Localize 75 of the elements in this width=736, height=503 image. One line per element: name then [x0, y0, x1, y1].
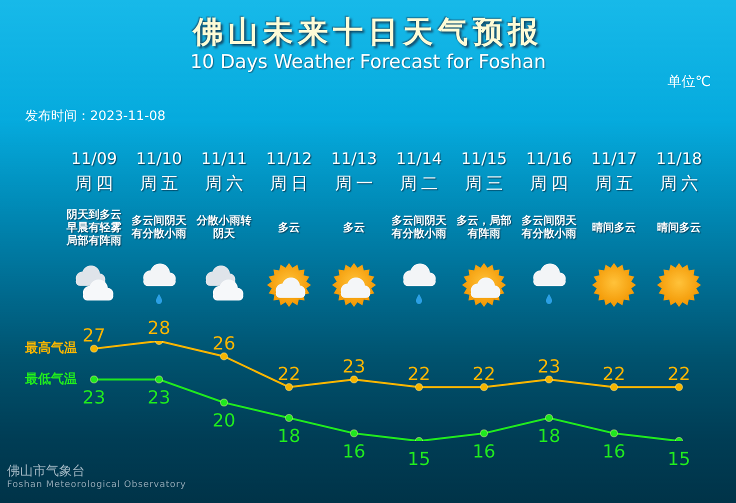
- x-tick-label: 11/09: [70, 149, 118, 168]
- data-label: 28: [148, 318, 170, 339]
- series-label: 最高气温: [24, 340, 77, 356]
- text: 周六: [659, 173, 703, 195]
- text: 周一: [334, 173, 378, 195]
- point: [544, 375, 554, 384]
- x-tick-label: 11/10: [136, 149, 182, 168]
- text: 多云间阴天有分散小雨: [130, 214, 188, 240]
- text: 周二: [399, 173, 443, 195]
- text: 佛山市气象台: [7, 463, 85, 480]
- x-tick-label: 11/11: [200, 149, 248, 168]
- data-label: 18: [278, 426, 300, 447]
- point: [220, 352, 228, 360]
- data-label: 23: [342, 356, 366, 378]
- text: 单位℃: [667, 73, 711, 91]
- data-label: 22: [602, 364, 626, 386]
- data-label: 16: [602, 441, 626, 462]
- x-tick-label: 11/17: [590, 149, 638, 168]
- text: 多云: [277, 220, 301, 234]
- data-label: 27: [82, 326, 106, 347]
- data-label: 16: [342, 441, 366, 462]
- x-tick-label: 11/16: [526, 149, 572, 168]
- point: [610, 429, 618, 438]
- data-label: 23: [538, 356, 560, 378]
- x-tick-label: 11/18: [656, 149, 702, 168]
- point: [154, 375, 164, 384]
- data-label: 22: [668, 364, 690, 386]
- data-label: 23: [82, 387, 106, 408]
- text: 阴天到多云早晨有轻雾局部有阵雨: [66, 208, 122, 246]
- text: 周四: [74, 173, 118, 195]
- data-label: 22: [472, 364, 496, 386]
- point: [414, 383, 424, 392]
- data-label: 20: [212, 410, 236, 432]
- data-label: 26: [212, 333, 236, 354]
- text: 多云: [342, 220, 366, 234]
- point: [544, 414, 554, 422]
- chart-subtitle: 10 Days Weather Forecast for Foshan: [189, 51, 547, 73]
- x-tick-label: 11/14: [396, 149, 442, 168]
- x-tick-label: 11/12: [266, 149, 312, 168]
- data-label: 22: [278, 364, 300, 386]
- text: 晴间多云: [656, 220, 702, 234]
- data-label: 15: [408, 449, 430, 470]
- series-label: 最低气温: [24, 372, 77, 387]
- point: [674, 383, 684, 392]
- text: 多云间阴天有分散小雨: [520, 214, 578, 240]
- point: [480, 383, 488, 392]
- text: 周三: [464, 173, 508, 195]
- point: [284, 383, 294, 392]
- text: Foshan Meteorological Observatory: [7, 480, 186, 490]
- text: 周四: [529, 173, 573, 195]
- point: [90, 344, 98, 353]
- point: [90, 375, 98, 384]
- text: 晴间多云: [591, 220, 637, 234]
- point: [350, 375, 358, 384]
- text: 多云间阴天有分散小雨: [390, 214, 448, 240]
- chart-title: 佛山未来十日天气预报: [193, 15, 543, 50]
- point: [350, 429, 358, 438]
- data-label: 18: [538, 426, 560, 447]
- text: 周六: [204, 173, 248, 195]
- text: 发布时间：2023-11-08: [25, 108, 166, 125]
- data-label: 15: [668, 449, 690, 470]
- point: [284, 414, 294, 422]
- data-label: 22: [408, 364, 430, 386]
- point: [220, 398, 228, 407]
- text: 周日: [269, 173, 313, 195]
- text: 多云，局部有阵雨: [456, 214, 512, 240]
- x-tick-label: 11/13: [330, 149, 378, 168]
- data-label: 16: [472, 441, 496, 462]
- x-tick-label: 11/15: [460, 149, 508, 168]
- data-label: 23: [148, 387, 170, 408]
- point: [480, 429, 488, 438]
- text: 周五: [139, 173, 183, 195]
- point: [610, 383, 618, 392]
- text: 分散小雨转阴天: [196, 214, 252, 240]
- text: 周五: [594, 173, 638, 195]
